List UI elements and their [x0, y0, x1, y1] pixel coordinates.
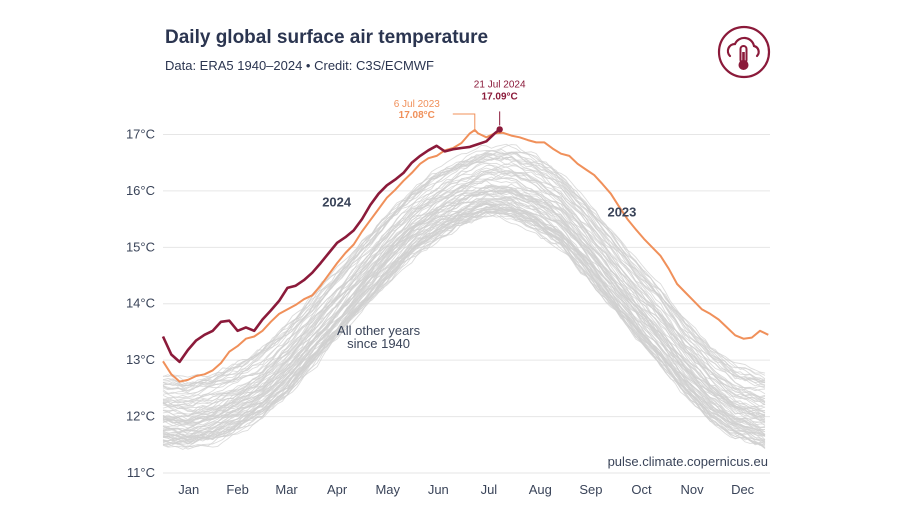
- y-tick-label: 13°C: [126, 352, 155, 367]
- series-line-other-year: [162, 162, 766, 401]
- y-tick-label: 17°C: [126, 126, 155, 141]
- series-line-other-year: [162, 156, 766, 395]
- series-line-other-year: [162, 186, 766, 426]
- x-tick-label: Nov: [680, 482, 704, 497]
- series-line-other-year: [162, 179, 766, 417]
- series-line-other-year: [162, 173, 766, 413]
- annotation-leader-2023: [452, 113, 476, 132]
- series-line-other-year: [162, 156, 766, 390]
- series-line-other-year: [162, 211, 766, 449]
- x-tick-label: Jun: [428, 482, 449, 497]
- series-line-other-year: [162, 170, 766, 406]
- cloud-thermometer-icon: [717, 25, 771, 79]
- series-line-other-year: [162, 187, 766, 425]
- x-tick-label: Jul: [481, 482, 498, 497]
- series-line-other-year: [162, 202, 766, 432]
- series-line-other-year: [162, 189, 766, 422]
- series-line-other-year: [162, 143, 766, 384]
- series-line-other-year: [162, 196, 766, 428]
- y-tick-label: 12°C: [126, 409, 155, 424]
- series-line-other-year: [162, 206, 766, 445]
- series-line-other-year: [162, 201, 766, 434]
- x-tick-label: Aug: [529, 482, 552, 497]
- annotation-2024-value: 17.09°C: [482, 91, 518, 102]
- x-tick-label: Mar: [275, 482, 298, 497]
- series-line-other-year: [162, 198, 766, 436]
- record-point-2024: [496, 126, 503, 133]
- series-line-other-year: [162, 151, 766, 387]
- x-tick-label: Feb: [226, 482, 248, 497]
- x-tick-label: Apr: [327, 482, 348, 497]
- annotation-2023-value: 17.08°C: [399, 110, 435, 121]
- y-tick-label: 16°C: [126, 183, 155, 198]
- series-line-other-year: [162, 207, 766, 440]
- series-line-other-year: [162, 201, 766, 432]
- series-line-other-year: [162, 158, 766, 399]
- y-tick-label: 14°C: [126, 296, 155, 311]
- source-note: pulse.climate.copernicus.eu: [608, 454, 768, 469]
- others-label-line2: since 1940: [347, 336, 410, 351]
- y-tick-label: 15°C: [126, 239, 155, 254]
- series-line-2024: [161, 128, 501, 364]
- series-label-2024: 2024: [322, 195, 352, 210]
- others-label-line1: All other years: [337, 323, 421, 338]
- annotation-2024-date: 21 Jul 2024: [474, 79, 526, 90]
- x-tick-label: May: [375, 482, 400, 497]
- annotation-2023-date: 6 Jul 2023: [394, 99, 441, 110]
- y-tick-label: 11°C: [127, 465, 155, 480]
- x-tick-label: Jan: [178, 482, 199, 497]
- chart-title: Daily global surface air temperature: [165, 27, 489, 48]
- series-line-other-year: [162, 170, 766, 408]
- series-label-2023: 2023: [607, 204, 636, 219]
- series-line-other-year: [162, 166, 766, 404]
- series-line-other-year: [162, 148, 766, 387]
- x-tick-label: Dec: [731, 482, 755, 497]
- chart-subtitle: Data: ERA5 1940–2024 • Credit: C3S/ECMWF: [165, 58, 435, 73]
- x-tick-label: Oct: [631, 482, 652, 497]
- series-line-other-year: [162, 170, 766, 413]
- series-line-other-year: [162, 150, 766, 387]
- x-tick-label: Sep: [579, 482, 602, 497]
- series-line-other-year: [162, 144, 766, 385]
- series-line-other-year: [162, 210, 766, 448]
- series-line-2023: [162, 129, 769, 383]
